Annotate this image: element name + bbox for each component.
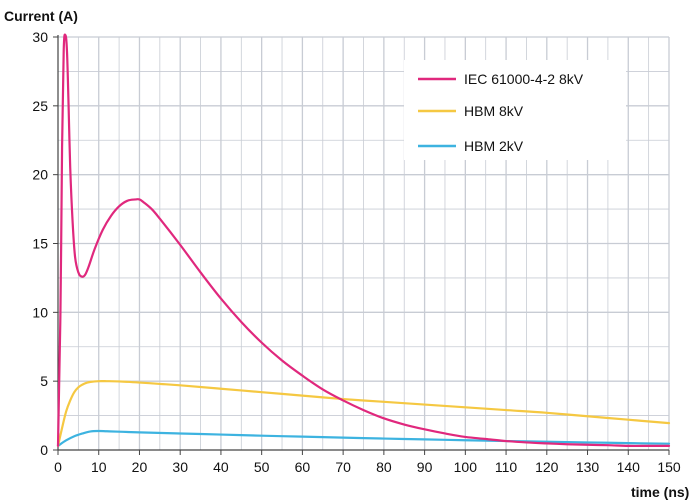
y-tick-label: 0: [40, 442, 48, 458]
y-tick-label: 5: [40, 373, 48, 389]
x-tick-label: 50: [254, 459, 270, 475]
legend-label: HBM 2kV: [464, 138, 524, 154]
x-tick-label: 0: [54, 459, 62, 475]
legend-label: HBM 8kV: [464, 103, 524, 119]
y-axis-title: Current (A): [4, 8, 78, 24]
tick-labels: 0 5 10 15 20 25 30 0 10 20 30 40 50 60 70 80 90 100 110 120…: [32, 29, 680, 475]
x-tick-label: 120: [535, 459, 559, 475]
series-lines: [56, 33, 671, 448]
y-tick-label: 25: [32, 98, 48, 114]
x-tick-label: 140: [617, 459, 641, 475]
series-line-2: [56, 379, 671, 447]
y-tick-label: 15: [32, 236, 48, 252]
x-tick-label: 80: [376, 459, 392, 475]
y-tick-label: 10: [32, 304, 48, 320]
x-axis-title: time (ns): [631, 484, 689, 500]
y-tick-label: 30: [32, 29, 48, 45]
x-tick-label: 30: [172, 459, 188, 475]
series-line-1: [56, 33, 671, 448]
axes: [53, 35, 670, 455]
x-tick-label: 100: [454, 459, 478, 475]
x-tick-label: 40: [213, 459, 229, 475]
x-tick-label: 20: [132, 459, 148, 475]
x-tick-label: 110: [495, 459, 518, 475]
legend-label: IEC 61000-4-2 8kV: [464, 71, 584, 87]
x-tick-label: 10: [91, 459, 107, 475]
x-tick-label: 130: [576, 459, 600, 475]
x-tick-label: 150: [657, 459, 681, 475]
x-tick-label: 60: [295, 459, 311, 475]
x-tick-label: 90: [417, 459, 433, 475]
legend: IEC 61000-4-2 8kV HBM 8kV HBM 2kV: [418, 71, 584, 154]
x-tick-label: 70: [335, 459, 351, 475]
y-tick-label: 20: [32, 167, 48, 183]
